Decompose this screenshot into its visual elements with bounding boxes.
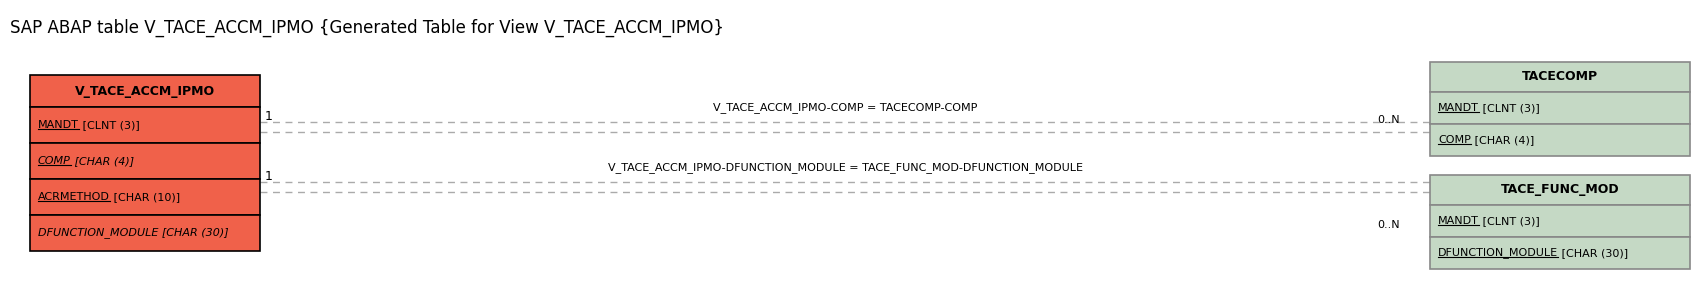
Text: 0..N: 0..N xyxy=(1377,115,1401,125)
Bar xyxy=(1430,237,1690,269)
Text: 0..N: 0..N xyxy=(1377,220,1401,230)
Bar xyxy=(1430,175,1690,205)
Text: [CLNT (3)]: [CLNT (3)] xyxy=(1479,216,1540,226)
Text: SAP ABAP table V_TACE_ACCM_IPMO {Generated Table for View V_TACE_ACCM_IPMO}: SAP ABAP table V_TACE_ACCM_IPMO {Generat… xyxy=(10,19,724,37)
Bar xyxy=(1430,92,1690,124)
Text: MANDT: MANDT xyxy=(1438,103,1479,113)
Text: ACRMETHOD: ACRMETHOD xyxy=(37,192,109,202)
Text: DFUNCTION_MODULE [CHAR (30)]: DFUNCTION_MODULE [CHAR (30)] xyxy=(37,228,228,238)
Text: [CHAR (4)]: [CHAR (4)] xyxy=(1471,135,1534,145)
Text: V_TACE_ACCM_IPMO-DFUNCTION_MODULE = TACE_FUNC_MOD-DFUNCTION_MODULE: V_TACE_ACCM_IPMO-DFUNCTION_MODULE = TACE… xyxy=(608,163,1082,174)
Text: TACECOMP: TACECOMP xyxy=(1522,71,1598,84)
Bar xyxy=(31,215,261,251)
Text: TACE_FUNC_MOD: TACE_FUNC_MOD xyxy=(1501,184,1619,196)
Text: [CHAR (10)]: [CHAR (10)] xyxy=(109,192,181,202)
Text: V_TACE_ACCM_IPMO: V_TACE_ACCM_IPMO xyxy=(75,85,215,98)
Bar xyxy=(31,143,261,179)
Text: DFUNCTION_MODULE: DFUNCTION_MODULE xyxy=(1438,247,1557,258)
Bar xyxy=(31,179,261,215)
Bar xyxy=(1430,124,1690,156)
Text: [CLNT (3)]: [CLNT (3)] xyxy=(1479,103,1540,113)
Text: [CLNT (3)]: [CLNT (3)] xyxy=(78,120,140,130)
Text: MANDT: MANDT xyxy=(1438,216,1479,226)
Bar xyxy=(1430,205,1690,237)
Text: [CHAR (4)]: [CHAR (4)] xyxy=(72,156,135,166)
Bar xyxy=(31,107,261,143)
Text: COMP: COMP xyxy=(1438,135,1471,145)
Text: 1: 1 xyxy=(266,171,273,184)
Text: COMP: COMP xyxy=(37,156,72,166)
Text: MANDT: MANDT xyxy=(37,120,78,130)
Bar xyxy=(31,75,261,107)
Text: 1: 1 xyxy=(266,110,273,123)
Text: [CHAR (30)]: [CHAR (30)] xyxy=(1557,248,1629,258)
Text: V_TACE_ACCM_IPMO-COMP = TACECOMP-COMP: V_TACE_ACCM_IPMO-COMP = TACECOMP-COMP xyxy=(712,102,976,113)
Bar xyxy=(1430,62,1690,92)
